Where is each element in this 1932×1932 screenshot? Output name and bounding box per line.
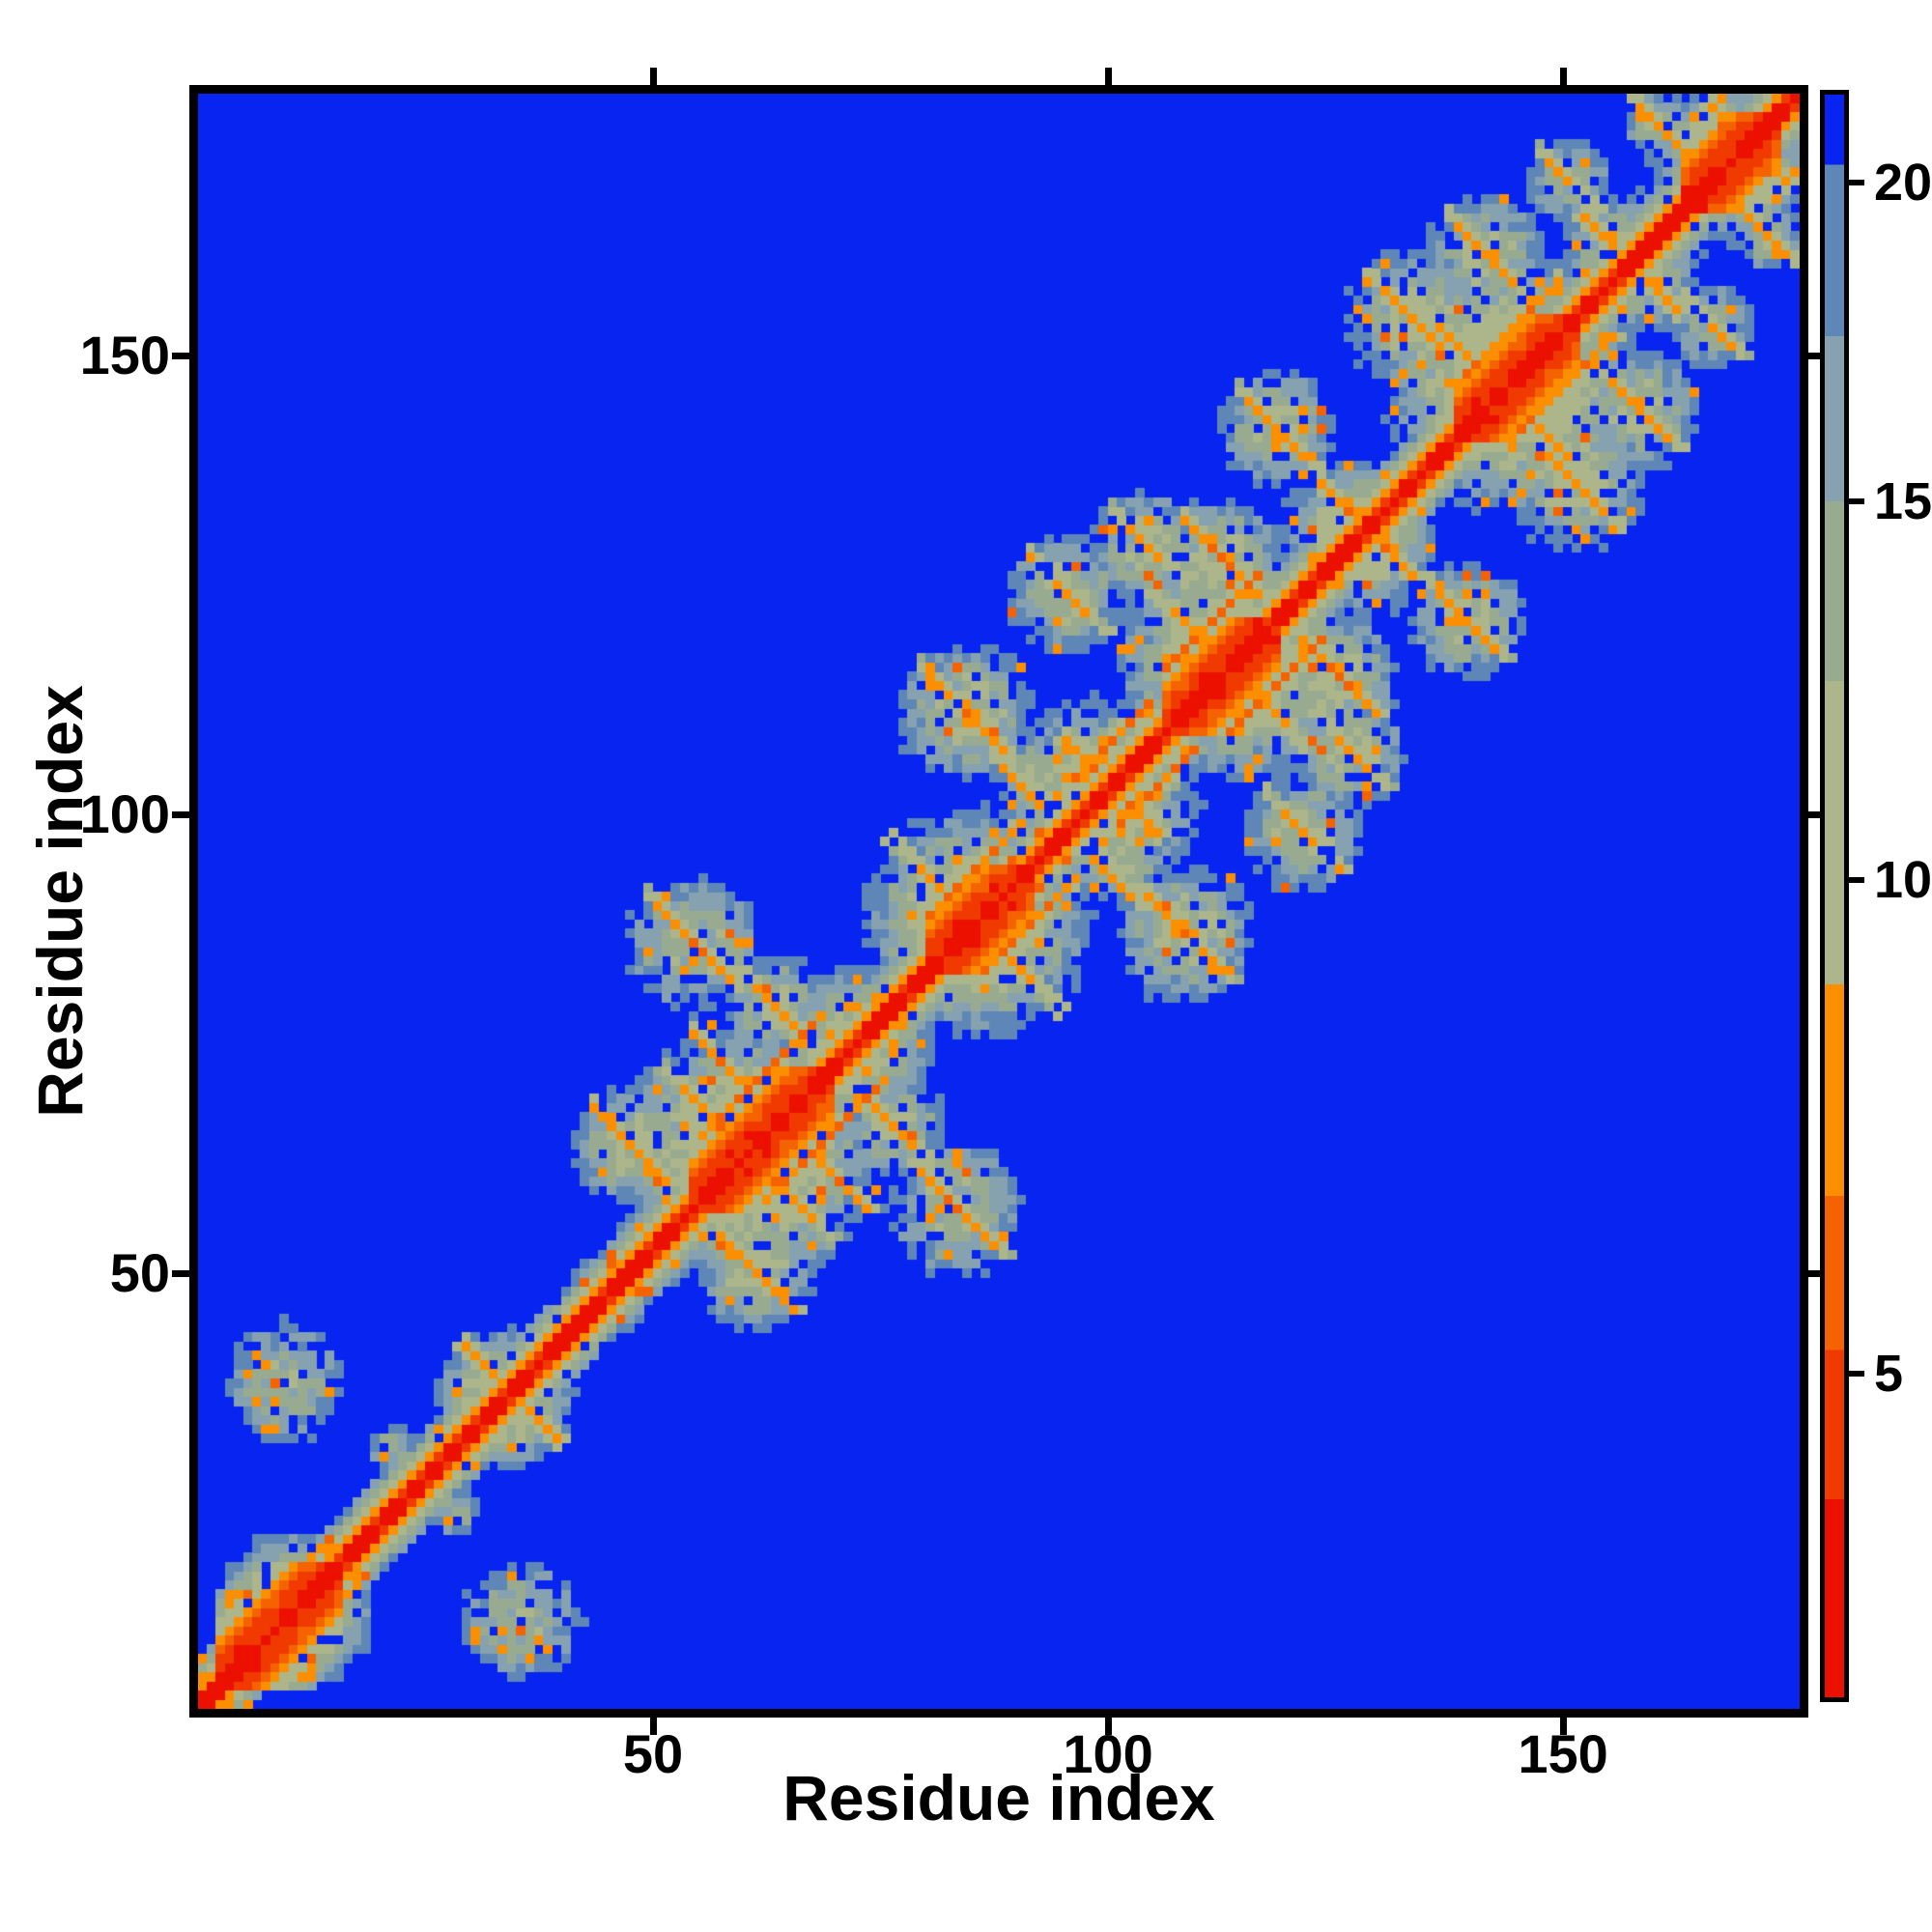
- colorbar-tick-label: 20: [1874, 153, 1932, 212]
- plot-frame: [189, 85, 1808, 1718]
- colorbar: [1820, 90, 1849, 1702]
- x-tick-label: 50: [622, 1723, 684, 1784]
- colorbar-tick: [1849, 498, 1864, 505]
- colorbar-tick-label: 15: [1874, 472, 1932, 531]
- y-tick-label: 50: [109, 1242, 170, 1303]
- y-tick-label: 100: [79, 783, 170, 844]
- colorbar-tick: [1849, 179, 1864, 185]
- x-tick-label: 100: [1063, 1723, 1153, 1784]
- y-tick-left: [172, 352, 189, 359]
- y-axis-label: Residue index: [24, 685, 96, 1118]
- x-tick-bottom: [1559, 1718, 1567, 1735]
- y-tick-label: 150: [79, 325, 170, 385]
- x-tick-top: [1104, 68, 1112, 85]
- y-tick-right: [1808, 1269, 1826, 1277]
- colorbar-tick: [1849, 1370, 1864, 1377]
- y-tick-right: [1808, 352, 1826, 359]
- x-tick-bottom: [1104, 1718, 1112, 1735]
- colorbar-gradient: [1825, 95, 1844, 1697]
- y-tick-left: [172, 1269, 189, 1277]
- x-axis-label: Residue index: [782, 1762, 1215, 1833]
- heatmap-canvas: [198, 94, 1800, 1709]
- colorbar-tick-label: 5: [1874, 1344, 1904, 1403]
- y-tick-left: [172, 810, 189, 818]
- x-tick-bottom: [649, 1718, 657, 1735]
- x-tick-label: 150: [1518, 1723, 1608, 1784]
- colorbar-tick: [1849, 876, 1864, 883]
- x-tick-top: [1559, 68, 1567, 85]
- colorbar-tick-label: 10: [1874, 850, 1932, 909]
- y-tick-right: [1808, 810, 1826, 818]
- x-tick-top: [649, 68, 657, 85]
